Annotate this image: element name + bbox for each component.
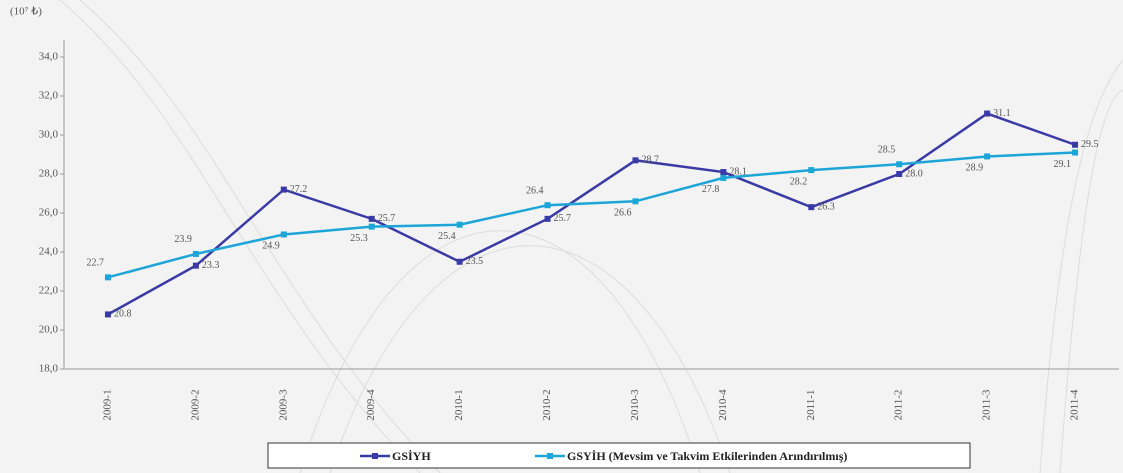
data-label: 25.3 <box>350 233 368 244</box>
data-label: 23.3 <box>202 260 220 271</box>
data-label: 29.1 <box>1054 159 1072 170</box>
x-tick-label: 2009-2 <box>189 389 201 420</box>
data-label: 23.9 <box>174 234 192 245</box>
y-tick-label: 18,0 <box>39 363 59 375</box>
x-tick-label: 2009-4 <box>365 389 377 421</box>
data-label: 20.8 <box>114 309 132 320</box>
series-line <box>107 112 1076 316</box>
x-tick-label: 2010-1 <box>453 389 465 420</box>
data-point <box>896 161 903 168</box>
y-tick-label: 30,0 <box>39 129 59 141</box>
data-label: 22.7 <box>86 258 104 269</box>
data-label: 29.5 <box>1081 139 1099 150</box>
data-point <box>104 311 111 318</box>
series-line <box>107 151 1076 279</box>
x-tick-label: 2011-1 <box>805 390 817 421</box>
data-label: 28.1 <box>729 166 747 177</box>
data-label: 26.6 <box>614 208 632 219</box>
data-point <box>192 262 199 269</box>
data-point <box>280 186 287 193</box>
x-tick-label: 2009-1 <box>101 389 113 420</box>
data-point <box>632 198 639 205</box>
data-point <box>984 153 991 160</box>
data-point <box>192 250 199 257</box>
data-label: 28.0 <box>905 168 923 179</box>
data-label: 28.7 <box>641 155 659 166</box>
legend-marker <box>547 453 553 459</box>
x-tick-label: 2010-3 <box>629 389 641 421</box>
background-decoration <box>59 0 1123 473</box>
data-point <box>896 171 903 177</box>
y-tick-label: 22,0 <box>39 285 59 297</box>
y-tick-label: 28,0 <box>39 168 59 180</box>
data-label: 28.9 <box>966 163 984 174</box>
x-tick-label: 2011-3 <box>981 389 993 420</box>
data-point <box>720 174 727 181</box>
y-axis-label: (10⁷ ₺) <box>10 6 42 18</box>
data-point <box>1072 149 1079 156</box>
data-point <box>808 204 815 211</box>
data-label: 26.4 <box>526 185 544 196</box>
data-label: 31.1 <box>993 108 1011 119</box>
x-tick-label: 2011-4 <box>1069 389 1081 420</box>
data-point <box>104 274 111 281</box>
data-point <box>456 221 463 228</box>
data-label: 25.7 <box>554 213 572 224</box>
data-point <box>368 215 375 222</box>
data-label: 27.8 <box>702 184 720 195</box>
y-tick-label: 26,0 <box>39 207 59 219</box>
data-point <box>632 157 639 164</box>
data-label: 28.2 <box>790 176 808 187</box>
data-label: 28.5 <box>878 145 896 156</box>
y-tick-label: 20,0 <box>39 324 59 336</box>
data-point <box>544 215 551 222</box>
legend-label: GSİYH <box>392 449 431 463</box>
x-tick-label: 2010-4 <box>717 389 729 421</box>
legend-label: GSYİH (Mevsim ve Takvim Etkilerinden Arı… <box>567 449 847 463</box>
data-label: 26.3 <box>817 201 835 212</box>
legend-marker <box>372 453 378 459</box>
data-label: 25.4 <box>438 231 456 242</box>
x-tick-label: 2011-2 <box>893 390 905 421</box>
data-label: 27.2 <box>290 184 308 195</box>
data-point <box>808 167 815 174</box>
data-label: 23.5 <box>466 256 484 267</box>
data-point <box>720 169 727 176</box>
x-tick-label: 2009-3 <box>277 389 289 421</box>
data-point <box>280 231 287 238</box>
data-point <box>368 223 375 230</box>
y-tick-label: 34,0 <box>39 51 59 63</box>
data-point <box>544 202 551 209</box>
y-tick-label: 32,0 <box>39 90 59 102</box>
data-point <box>456 258 463 265</box>
data-point <box>984 110 991 117</box>
data-point <box>1072 141 1079 148</box>
y-tick-label: 24,0 <box>39 246 59 258</box>
data-label: 24.9 <box>262 241 280 252</box>
data-label: 25.7 <box>378 213 396 224</box>
x-tick-label: 2010-2 <box>541 389 553 420</box>
